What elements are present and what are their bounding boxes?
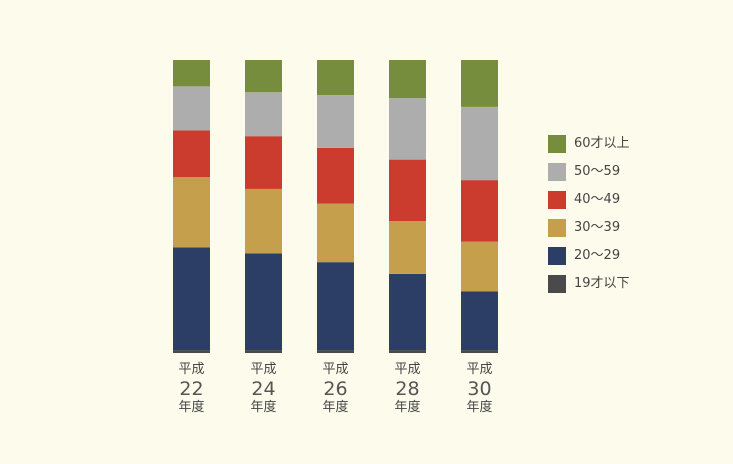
bar-segment-26-1 [317, 262, 354, 351]
x-tick-label-num: 26 [323, 378, 348, 400]
bar-segment-30-5 [461, 60, 498, 107]
x-tick-label: 平成 24 年度 [234, 362, 294, 416]
legend-label: 60才以上 [574, 136, 630, 151]
x-tick-label-pre: 平成 [322, 362, 349, 377]
bar-segment-28-3 [389, 159, 426, 222]
bar-segment-26-3 [317, 147, 354, 204]
bar-segment-22-2 [173, 177, 210, 248]
x-tick-label: 平成 30 年度 [450, 362, 510, 416]
legend-swatch [548, 275, 566, 293]
bar-segment-24-2 [245, 188, 282, 254]
bar-segment-24-1 [245, 253, 282, 351]
bar-segment-30-1 [461, 291, 498, 351]
bar-segment-22-3 [173, 130, 210, 178]
x-tick-label-num: 22 [179, 378, 204, 400]
bar-segment-28-2 [389, 221, 426, 274]
legend-label: 20〜29 [574, 248, 621, 263]
x-tick-label-post: 年度 [466, 400, 493, 415]
bar-segment-28-4 [389, 98, 426, 160]
legend-swatch [548, 247, 566, 265]
legend-label: 40〜49 [574, 192, 621, 207]
x-tick-label-post: 年度 [250, 400, 277, 415]
x-tick-label-num: 30 [467, 378, 492, 400]
x-tick-label: 平成 28 年度 [378, 362, 438, 416]
bar-segment-26-5 [317, 60, 354, 96]
bar-segment-24-5 [245, 60, 282, 93]
legend-swatch [548, 191, 566, 209]
bar-segment-22-5 [173, 60, 210, 87]
x-tick-label-pre: 平成 [466, 362, 493, 377]
bar-segment-30-2 [461, 241, 498, 292]
legend-swatch [548, 135, 566, 153]
bar-segment-22-0 [173, 350, 210, 353]
x-tick-label-post: 年度 [394, 400, 421, 415]
x-tick-label: 平成 22 年度 [162, 362, 222, 416]
bar-segment-28-1 [389, 273, 426, 351]
bar-segment-26-2 [317, 203, 354, 263]
x-tick-label-num: 28 [395, 378, 420, 400]
bar-segment-30-0 [461, 350, 498, 353]
x-tick-label-pre: 平成 [250, 362, 277, 377]
legend-swatch [548, 219, 566, 237]
bar-segment-26-0 [317, 350, 354, 353]
bar-segment-30-4 [461, 106, 498, 181]
x-tick-label-post: 年度 [178, 400, 205, 415]
bar-segment-24-0 [245, 350, 282, 353]
legend-swatch [548, 163, 566, 181]
bar-segment-22-1 [173, 247, 210, 351]
bar-segment-24-4 [245, 92, 282, 137]
x-tick-label: 平成 26 年度 [306, 362, 366, 416]
x-tick-label-pre: 平成 [394, 362, 421, 377]
bar-segment-28-0 [389, 350, 426, 353]
legend-label: 50〜59 [574, 164, 621, 179]
legend-label: 30〜39 [574, 220, 621, 235]
bar-segment-24-3 [245, 136, 282, 189]
x-tick-label-num: 24 [251, 378, 276, 400]
x-tick-label-pre: 平成 [178, 362, 205, 377]
bar-segment-28-5 [389, 60, 426, 99]
legend-label: 19才以下 [574, 276, 630, 291]
bar-segment-30-3 [461, 180, 498, 242]
bar-segment-22-4 [173, 86, 210, 131]
x-tick-label-post: 年度 [322, 400, 349, 415]
bar-segment-26-4 [317, 95, 354, 148]
